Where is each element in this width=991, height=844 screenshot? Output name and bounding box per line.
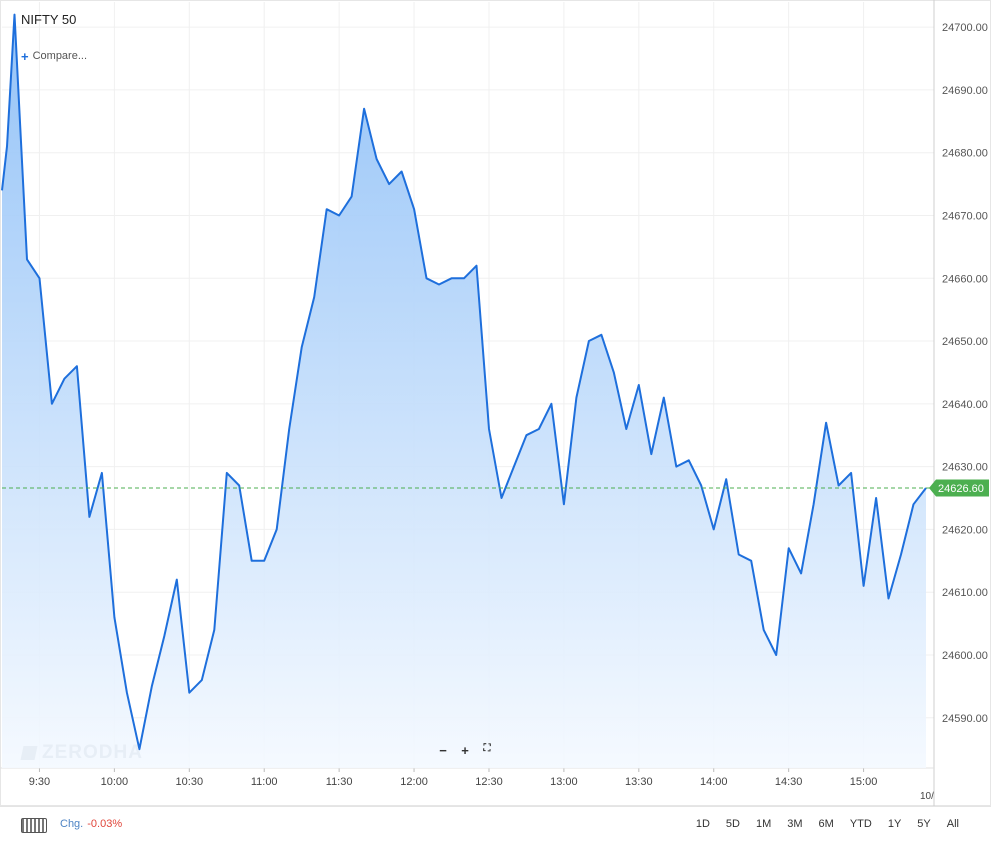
x-tick-label: 14:30: [775, 776, 803, 788]
y-tick-label: 24590.00: [942, 713, 988, 725]
chart-canvas[interactable]: 24590.00 24600.00 24610.00 24620.00 24630.00…: [0, 0, 991, 806]
y-tick-label: 24670.00: [942, 210, 988, 222]
range-selector: 1D 5D 1M 3M 6M YTD 1Y 5Y All: [688, 818, 967, 830]
change-indicator: Chg. -0.03%: [60, 818, 122, 830]
range-button-5y[interactable]: 5Y: [917, 818, 931, 830]
fullscreen-icon[interactable]: ⛶: [483, 743, 491, 754]
range-button-6m[interactable]: 6M: [818, 818, 834, 830]
range-button-5d[interactable]: 5D: [725, 818, 740, 830]
range-button-3m[interactable]: 3M: [787, 818, 803, 830]
y-tick-label: 24690.00: [942, 85, 988, 97]
zerodha-watermark: ZERODHA: [20, 742, 143, 764]
x-tick-label: 12:30: [475, 776, 503, 788]
range-button-1d[interactable]: 1D: [695, 818, 710, 830]
last-price-label: 24626.60: [938, 483, 984, 495]
range-button-ytd[interactable]: YTD: [849, 818, 872, 830]
x-tick-label: 15:00: [850, 776, 878, 788]
range-button-all[interactable]: All: [946, 818, 959, 830]
compare-label: Compare...: [32, 50, 88, 62]
chg-label: Chg.: [60, 818, 84, 830]
chart-title: NIFTY 50: [21, 12, 77, 27]
last-price-badge: [929, 479, 989, 497]
range-button-1y[interactable]: 1Y: [887, 818, 902, 830]
chg-value: -0.03%: [87, 818, 123, 830]
x-date-label: 10/: [920, 791, 934, 802]
y-tick-label: 24620.00: [942, 524, 988, 536]
x-tick-label: 9:30: [29, 776, 50, 788]
series-line[interactable]: [1, 13, 927, 751]
x-tick-label: 10:00: [101, 776, 129, 788]
y-tick-label: 24680.00: [942, 148, 988, 160]
y-tick-label: 24610.00: [942, 587, 988, 599]
plus-icon: +: [21, 48, 29, 64]
x-tick-label: 14:00: [700, 776, 728, 788]
zoom-out-button[interactable]: −: [439, 743, 447, 758]
y-tick-label: 24600.00: [942, 650, 988, 662]
compare-button[interactable]: + Compare...: [21, 48, 88, 64]
y-tick-label: 24640.00: [942, 399, 988, 411]
zoom-controls: − + ⛶: [436, 743, 494, 758]
x-tick-label: 13:30: [625, 776, 653, 788]
y-tick-label: 24630.00: [942, 462, 988, 474]
series-area: [2, 14, 926, 769]
x-tick-label: 12:00: [400, 776, 428, 788]
x-tick-label: 11:30: [326, 776, 353, 788]
keyboard-icon[interactable]: [21, 818, 47, 833]
x-tick-label: 11:00: [251, 776, 278, 788]
watermark-text: ZERODHA: [42, 742, 143, 763]
y-tick-label: 24650.00: [942, 336, 988, 348]
x-tick-label: 10:30: [176, 776, 204, 788]
bottom-toolbar: Chg. -0.03% 1D 5D 1M 3M 6M YTD 1Y 5Y All: [0, 806, 991, 844]
y-tick-label: 24660.00: [942, 273, 988, 285]
zerodha-logo-icon: [20, 746, 38, 760]
range-button-1m[interactable]: 1M: [755, 818, 772, 830]
y-tick-label: 24700.00: [942, 22, 988, 34]
zoom-in-button[interactable]: +: [461, 743, 469, 758]
x-tick-label: 13:00: [550, 776, 578, 788]
